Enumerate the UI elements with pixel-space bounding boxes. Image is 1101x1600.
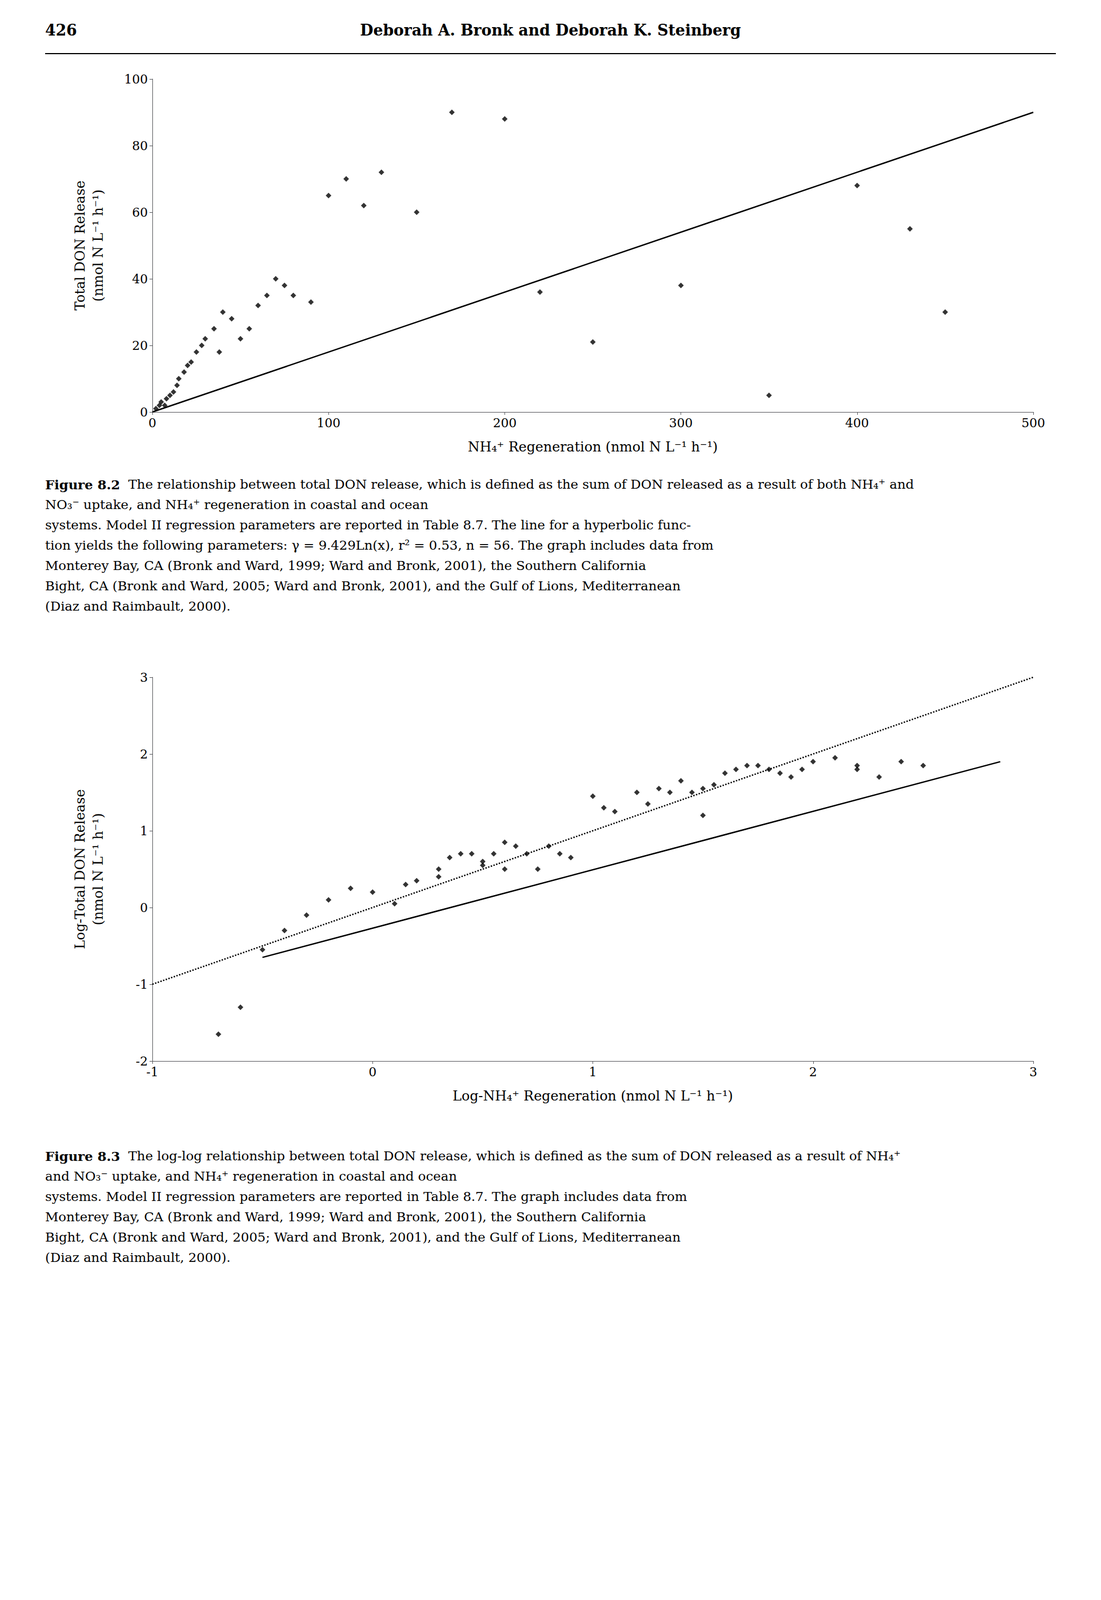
svg-text:2: 2 bbox=[139, 747, 148, 762]
svg-text:3: 3 bbox=[139, 670, 148, 685]
svg-text:-1: -1 bbox=[146, 1064, 159, 1079]
svg-text:Total DON Release: Total DON Release bbox=[72, 180, 89, 311]
svg-text:20: 20 bbox=[132, 338, 148, 353]
svg-text:400: 400 bbox=[845, 415, 870, 431]
svg-text:100: 100 bbox=[124, 72, 148, 87]
svg-text:0: 0 bbox=[139, 405, 148, 420]
svg-text:Monterey Bay, CA (Bronk and Wa: Monterey Bay, CA (Bronk and Ward, 1999; … bbox=[45, 1209, 647, 1225]
svg-text:The log-log relationship betwe: The log-log relationship between total D… bbox=[120, 1148, 906, 1164]
svg-text:tion yields the following para: tion yields the following parameters: γ … bbox=[45, 537, 714, 553]
svg-text:The relationship between total: The relationship between total DON relea… bbox=[120, 476, 919, 492]
svg-text:300: 300 bbox=[669, 415, 693, 431]
svg-text:80: 80 bbox=[132, 138, 148, 153]
svg-text:Deborah A. Bronk and Deborah K: Deborah A. Bronk and Deborah K. Steinber… bbox=[360, 21, 741, 39]
svg-text:40: 40 bbox=[132, 272, 148, 287]
svg-text:Bight, CA (Bronk and Ward, 200: Bight, CA (Bronk and Ward, 2005; Ward an… bbox=[45, 1229, 681, 1245]
svg-text:Monterey Bay, CA (Bronk and Wa: Monterey Bay, CA (Bronk and Ward, 1999; … bbox=[45, 558, 647, 573]
svg-text:Figure 8.3: Figure 8.3 bbox=[45, 1148, 121, 1164]
svg-text:200: 200 bbox=[492, 415, 517, 431]
svg-text:NH₄⁺ Regeneration (nmol N L⁻¹: NH₄⁺ Regeneration (nmol N L⁻¹ h⁻¹) bbox=[467, 439, 718, 455]
svg-text:Figure 8.2: Figure 8.2 bbox=[45, 476, 121, 493]
svg-text:(nmol N L⁻¹ h⁻¹): (nmol N L⁻¹ h⁻¹) bbox=[90, 189, 107, 302]
svg-text:(Diaz and Raimbault, 2000).: (Diaz and Raimbault, 2000). bbox=[45, 598, 231, 614]
svg-text:426: 426 bbox=[45, 21, 77, 39]
svg-text:(nmol N L⁻¹ h⁻¹): (nmol N L⁻¹ h⁻¹) bbox=[90, 813, 107, 926]
svg-text:NO₃⁻ uptake, and NH₄⁺ regenera: NO₃⁻ uptake, and NH₄⁺ regeneration in co… bbox=[45, 497, 429, 512]
svg-text:and NO₃⁻ uptake, and NH₄⁺ rege: and NO₃⁻ uptake, and NH₄⁺ regeneration i… bbox=[45, 1168, 458, 1184]
svg-text:-1: -1 bbox=[136, 977, 148, 992]
svg-text:1: 1 bbox=[139, 823, 148, 839]
svg-text:systems. Model II regression p: systems. Model II regression parameters … bbox=[45, 1189, 688, 1204]
svg-text:(Diaz and Raimbault, 2000).: (Diaz and Raimbault, 2000). bbox=[45, 1249, 231, 1265]
svg-text:60: 60 bbox=[132, 205, 148, 220]
svg-text:Log-Total DON Release: Log-Total DON Release bbox=[72, 788, 89, 949]
svg-text:Log-NH₄⁺ Regeneration (nmol N: Log-NH₄⁺ Regeneration (nmol N L⁻¹ h⁻¹) bbox=[452, 1088, 734, 1104]
svg-text:Bight, CA (Bronk and Ward, 200: Bight, CA (Bronk and Ward, 2005; Ward an… bbox=[45, 578, 681, 594]
svg-text:0: 0 bbox=[368, 1064, 377, 1079]
svg-text:0: 0 bbox=[139, 900, 148, 915]
svg-text:1: 1 bbox=[589, 1064, 598, 1079]
svg-text:systems. Model II regression p: systems. Model II regression parameters … bbox=[45, 517, 691, 533]
svg-text:3: 3 bbox=[1029, 1064, 1038, 1079]
svg-text:-2: -2 bbox=[135, 1053, 148, 1068]
svg-text:2: 2 bbox=[809, 1064, 818, 1079]
svg-text:100: 100 bbox=[316, 415, 341, 431]
svg-text:500: 500 bbox=[1021, 415, 1046, 431]
svg-text:0: 0 bbox=[148, 415, 157, 431]
